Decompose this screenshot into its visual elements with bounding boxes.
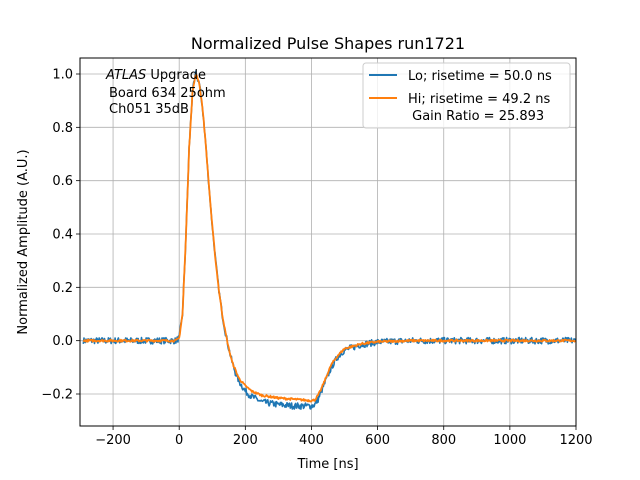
plot-frame — [79, 57, 577, 427]
y-tick-label: 0.6 — [52, 174, 73, 189]
annotation-atlas: ATLAS — [105, 68, 146, 83]
annotation-line-2: Board 634 25ohm — [109, 86, 226, 101]
legend-label-lo: Lo; risetime = 50.0 ns — [408, 69, 552, 84]
y-tick-label: −0.2 — [41, 388, 73, 403]
x-tick-label: 600 — [365, 433, 390, 448]
x-axis: −200 0 200 400 600 800 1000 1200 — [95, 426, 593, 448]
annotation-block: ATLAS Upgrade Board 634 25ohm Ch051 35dB — [105, 68, 226, 117]
annotation-upgrade: Upgrade — [146, 68, 206, 83]
x-tick-label: 200 — [233, 433, 258, 448]
series-line-hi — [82, 74, 576, 403]
x-tick-label: 0 — [175, 433, 183, 448]
y-tick-label: 0.0 — [52, 334, 73, 349]
y-tick-label: 1.0 — [52, 68, 73, 83]
x-axis-title: Time [ns] — [296, 457, 358, 472]
y-tick-label: 0.4 — [52, 228, 73, 243]
x-tick-label: −200 — [95, 433, 131, 448]
x-tick-label: 1000 — [493, 433, 526, 448]
x-tick-label: 800 — [431, 433, 456, 448]
y-axis: −0.2 0.0 0.2 0.4 0.6 0.8 1.0 — [41, 68, 80, 403]
series-layer — [82, 70, 576, 410]
legend: Lo; risetime = 50.0 ns Hi; risetime = 49… — [362, 62, 571, 129]
legend-label-hi-gain: Gain Ratio = 25.893 — [408, 109, 544, 124]
y-axis-title: Normalized Amplitude (A.U.) — [16, 149, 31, 334]
annotation-line-1: ATLAS Upgrade — [105, 68, 206, 83]
y-tick-label: 0.2 — [52, 281, 73, 296]
annotation-line-3: Ch051 35dB — [109, 102, 189, 117]
chart-title: Normalized Pulse Shapes run1721 — [191, 34, 465, 53]
x-tick-label: 1200 — [559, 433, 592, 448]
y-tick-label: 0.8 — [52, 121, 73, 136]
legend-box — [362, 62, 571, 129]
x-tick-label: 400 — [299, 433, 324, 448]
legend-label-hi: Hi; risetime = 49.2 ns — [408, 92, 550, 107]
